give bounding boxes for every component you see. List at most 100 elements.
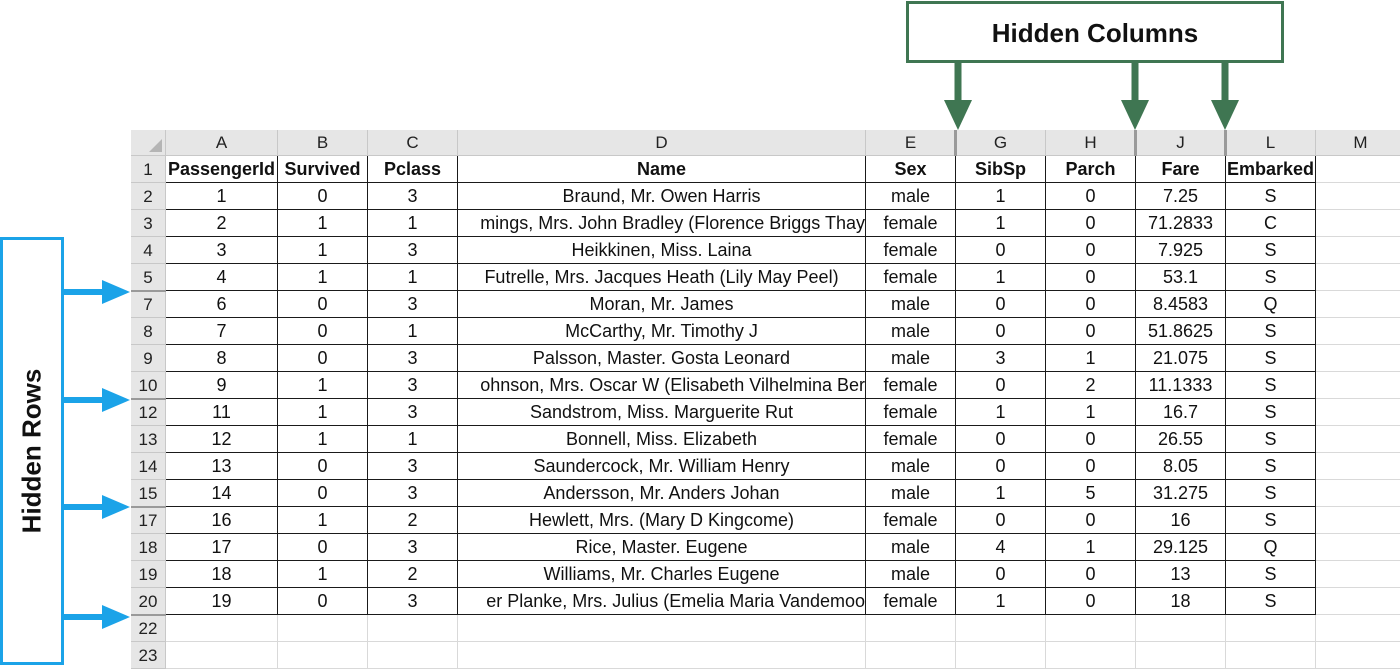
data-cell[interactable]: 0 <box>1046 183 1136 210</box>
name-cell[interactable]: Hewlett, Mrs. (Mary D Kingcome) <box>458 507 866 534</box>
data-cell[interactable]: 0 <box>278 345 368 372</box>
data-cell[interactable]: 1 <box>956 399 1046 426</box>
column-header-h[interactable]: H <box>1046 130 1136 156</box>
data-cell[interactable]: 7.25 <box>1136 183 1226 210</box>
column-header-a[interactable]: A <box>166 130 278 156</box>
data-cell[interactable]: 0 <box>1046 318 1136 345</box>
hidden-row-marker[interactable] <box>131 290 166 292</box>
column-header-g[interactable]: G <box>956 130 1046 156</box>
data-cell[interactable]: 8 <box>166 345 278 372</box>
data-cell[interactable]: 0 <box>278 183 368 210</box>
row-header-7[interactable]: 7 <box>131 291 166 318</box>
data-cell[interactable]: 18 <box>166 561 278 588</box>
data-cell[interactable]: 3 <box>956 345 1046 372</box>
data-cell[interactable]: male <box>866 534 956 561</box>
data-cell[interactable]: 0 <box>1046 453 1136 480</box>
data-cell[interactable]: 11.1333 <box>1136 372 1226 399</box>
header-cell[interactable]: Survived <box>278 156 368 183</box>
row-header-13[interactable]: 13 <box>131 426 166 453</box>
data-cell[interactable]: 19 <box>166 588 278 615</box>
empty-cell[interactable] <box>1316 291 1400 318</box>
data-cell[interactable]: Q <box>1226 291 1316 318</box>
data-cell[interactable]: S <box>1226 399 1316 426</box>
data-cell[interactable]: 0 <box>956 561 1046 588</box>
data-cell[interactable]: 0 <box>956 372 1046 399</box>
row-header-10[interactable]: 10 <box>131 372 166 399</box>
data-cell[interactable]: 1 <box>956 480 1046 507</box>
name-cell[interactable]: er Planke, Mrs. Julius (Emelia Maria Van… <box>458 588 866 615</box>
data-cell[interactable]: 2 <box>368 507 458 534</box>
data-cell[interactable]: 1 <box>956 588 1046 615</box>
data-cell[interactable]: 0 <box>956 237 1046 264</box>
data-cell[interactable]: 3 <box>368 480 458 507</box>
data-cell[interactable]: 3 <box>368 183 458 210</box>
data-cell[interactable]: 3 <box>368 588 458 615</box>
row-header-19[interactable]: 19 <box>131 561 166 588</box>
data-cell[interactable]: S <box>1226 372 1316 399</box>
data-cell[interactable]: 29.125 <box>1136 534 1226 561</box>
data-cell[interactable]: 0 <box>1046 588 1136 615</box>
data-cell[interactable]: 1 <box>278 237 368 264</box>
data-cell[interactable]: male <box>866 183 956 210</box>
data-cell[interactable]: 0 <box>956 507 1046 534</box>
data-cell[interactable]: 26.55 <box>1136 426 1226 453</box>
data-cell[interactable]: 1 <box>956 210 1046 237</box>
empty-cell[interactable] <box>1316 264 1400 291</box>
data-cell[interactable]: S <box>1226 588 1316 615</box>
row-header-1[interactable]: 1 <box>131 156 166 183</box>
column-header-e[interactable]: E <box>866 130 956 156</box>
name-cell[interactable]: Braund, Mr. Owen Harris <box>458 183 866 210</box>
hidden-column-marker[interactable] <box>1134 130 1137 156</box>
name-cell[interactable]: Andersson, Mr. Anders Johan <box>458 480 866 507</box>
empty-cell[interactable] <box>1316 318 1400 345</box>
data-cell[interactable]: 21.075 <box>1136 345 1226 372</box>
data-cell[interactable]: S <box>1226 426 1316 453</box>
name-cell[interactable]: Sandstrom, Miss. Marguerite Rut <box>458 399 866 426</box>
row-header-22[interactable]: 22 <box>131 615 166 642</box>
data-cell[interactable]: female <box>866 372 956 399</box>
data-cell[interactable]: S <box>1226 183 1316 210</box>
column-header-m[interactable]: M <box>1316 130 1400 156</box>
empty-cell[interactable] <box>1316 372 1400 399</box>
data-cell[interactable]: 3 <box>166 237 278 264</box>
header-cell[interactable]: Name <box>458 156 866 183</box>
empty-cell[interactable] <box>1316 480 1400 507</box>
data-cell[interactable]: 3 <box>368 345 458 372</box>
name-cell[interactable]: Bonnell, Miss. Elizabeth <box>458 426 866 453</box>
data-cell[interactable]: 2 <box>166 210 278 237</box>
header-cell[interactable]: Sex <box>866 156 956 183</box>
hidden-row-marker[interactable] <box>131 398 166 400</box>
hidden-row-marker[interactable] <box>131 614 166 616</box>
empty-cell[interactable] <box>1046 642 1136 669</box>
data-cell[interactable]: 8.05 <box>1136 453 1226 480</box>
data-cell[interactable]: S <box>1226 318 1316 345</box>
data-cell[interactable]: female <box>866 426 956 453</box>
data-cell[interactable]: 13 <box>1136 561 1226 588</box>
empty-cell[interactable] <box>458 615 866 642</box>
row-header-4[interactable]: 4 <box>131 237 166 264</box>
empty-cell[interactable] <box>278 615 368 642</box>
data-cell[interactable]: 0 <box>278 480 368 507</box>
name-cell[interactable]: Futrelle, Mrs. Jacques Heath (Lily May P… <box>458 264 866 291</box>
empty-cell[interactable] <box>866 615 956 642</box>
data-cell[interactable]: 16 <box>1136 507 1226 534</box>
empty-cell[interactable] <box>866 642 956 669</box>
empty-cell[interactable] <box>1316 237 1400 264</box>
hidden-row-marker[interactable] <box>131 506 166 508</box>
data-cell[interactable]: 1 <box>368 264 458 291</box>
empty-cell[interactable] <box>1316 588 1400 615</box>
empty-cell[interactable] <box>1316 210 1400 237</box>
data-cell[interactable]: 8.4583 <box>1136 291 1226 318</box>
name-cell[interactable]: McCarthy, Mr. Timothy J <box>458 318 866 345</box>
data-cell[interactable]: 1 <box>278 426 368 453</box>
header-cell[interactable]: Fare <box>1136 156 1226 183</box>
column-header-l[interactable]: L <box>1226 130 1316 156</box>
header-cell[interactable]: PassengerId <box>166 156 278 183</box>
data-cell[interactable]: 1 <box>1046 399 1136 426</box>
data-cell[interactable]: 3 <box>368 399 458 426</box>
data-cell[interactable]: 6 <box>166 291 278 318</box>
data-cell[interactable]: 0 <box>1046 426 1136 453</box>
empty-cell[interactable] <box>1316 183 1400 210</box>
data-cell[interactable]: male <box>866 291 956 318</box>
name-cell[interactable]: mings, Mrs. John Bradley (Florence Brigg… <box>458 210 866 237</box>
